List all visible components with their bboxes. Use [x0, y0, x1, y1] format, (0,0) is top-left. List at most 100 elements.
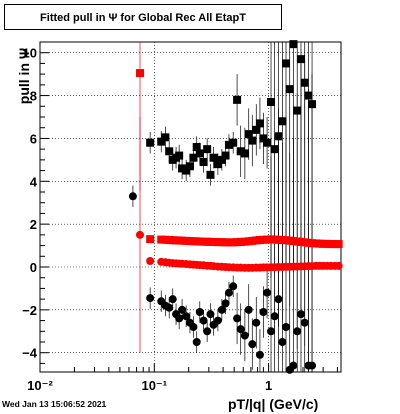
data-point-square [240, 149, 249, 158]
data-point-circle [136, 230, 145, 239]
data-point-circle [248, 340, 257, 349]
data-point-square [178, 164, 187, 173]
data-point-square [248, 136, 257, 145]
x-tick-label: 1 [265, 378, 272, 393]
y-tick-label: 6 [30, 131, 37, 146]
data-point-circle [128, 192, 137, 201]
data-point-circle [221, 299, 230, 308]
data-point-square [252, 125, 261, 134]
data-point-circle [233, 314, 242, 323]
data-point-square [146, 235, 155, 244]
data-point-square [221, 151, 230, 160]
data-point-circle [146, 257, 155, 265]
data-point-circle [168, 295, 177, 304]
data-point-circle [244, 305, 253, 314]
data-point-square [278, 117, 287, 126]
data-point-square [255, 119, 264, 128]
data-point-circle [224, 288, 233, 297]
data-point-circle [240, 331, 249, 340]
data-point-square [165, 147, 174, 156]
data-point-square [289, 40, 298, 49]
data-point-square [192, 143, 201, 151]
data-point-square [189, 153, 198, 162]
data-point-circle [175, 314, 184, 323]
data-point-circle [334, 261, 343, 270]
data-point-square [296, 55, 305, 64]
y-tick-label: 2 [30, 217, 37, 232]
data-point-square [300, 78, 309, 87]
data-point-square [146, 138, 155, 147]
y-tick-label: 4 [30, 174, 38, 189]
data-point-square [229, 138, 238, 147]
data-point-circle [282, 323, 291, 331]
data-point-circle [195, 308, 204, 316]
data-point-square [224, 140, 233, 149]
data-point-circle [182, 312, 191, 321]
data-point-square [267, 98, 276, 106]
data-point-square [304, 91, 313, 100]
data-point-square [199, 158, 208, 166]
data-point-square [175, 151, 184, 160]
data-point-circle [192, 338, 201, 346]
data-point-circle [270, 312, 279, 321]
data-point-circle [229, 282, 238, 291]
data-point-square [285, 85, 294, 94]
data-point-square [274, 132, 283, 141]
y-tick-label: 0 [30, 260, 37, 275]
data-point-square [136, 69, 145, 78]
data-point-circle [296, 310, 305, 319]
data-point-circle [252, 318, 261, 327]
data-point-circle [178, 305, 187, 314]
data-point-square [161, 133, 170, 142]
data-point-square [308, 100, 317, 109]
data-point-square [259, 134, 268, 143]
data-point-square [209, 153, 218, 162]
data-point-circle [189, 323, 198, 331]
data-point-square [293, 106, 302, 115]
data-point-square [209, 237, 218, 246]
axis-ticks: −4 −2 0 2 4 6 8 10 10⁻² 10⁻¹ 1 [22, 41, 338, 393]
chart-title: Fitted pull in Ψ for Global Rec All Etap… [40, 12, 246, 24]
y-tick-label: 8 [30, 89, 37, 104]
data-point-square [270, 145, 279, 154]
data-point-square [217, 155, 226, 164]
data-point-circle [236, 325, 245, 334]
data-point-square [178, 236, 187, 245]
data-point-square [224, 238, 233, 247]
plot-frame [39, 41, 342, 373]
data-point-square [213, 160, 222, 169]
data-point-circle [165, 303, 174, 312]
data-point-circle [274, 295, 283, 304]
data-point-square [244, 130, 253, 139]
data-point-circle [263, 288, 272, 297]
data-point-circle [206, 310, 215, 319]
y-tick-label: 10 [23, 46, 37, 61]
data-point-square [157, 235, 166, 244]
data-point-square [182, 166, 191, 175]
x-axis-label: pT/|q| (GeV/c) [228, 396, 319, 412]
y-axis-label: pull in Ψ [16, 47, 32, 105]
y-tick-label: −4 [22, 346, 38, 361]
data-point-square [334, 240, 343, 249]
data-point-square [185, 162, 194, 171]
data-point-square [203, 145, 212, 154]
data-point-square [282, 59, 291, 68]
x-tick-label: 10⁻² [27, 378, 53, 393]
data-point-circle [259, 308, 268, 316]
data-point-circle [213, 316, 222, 325]
data-point-circle [146, 294, 155, 303]
data-point-circle [203, 327, 212, 336]
data-point-circle [217, 305, 226, 314]
data-point-square [326, 240, 335, 249]
data-markers [128, 40, 343, 374]
data-point-square [206, 170, 215, 179]
data-point-square [263, 138, 272, 147]
data-point-circle [293, 327, 302, 336]
data-point-square [236, 237, 245, 246]
data-point-square [157, 137, 166, 146]
data-point-square [233, 95, 242, 104]
data-point-circle [300, 318, 309, 327]
data-point-circle [267, 327, 276, 336]
data-point-circle [308, 361, 317, 370]
